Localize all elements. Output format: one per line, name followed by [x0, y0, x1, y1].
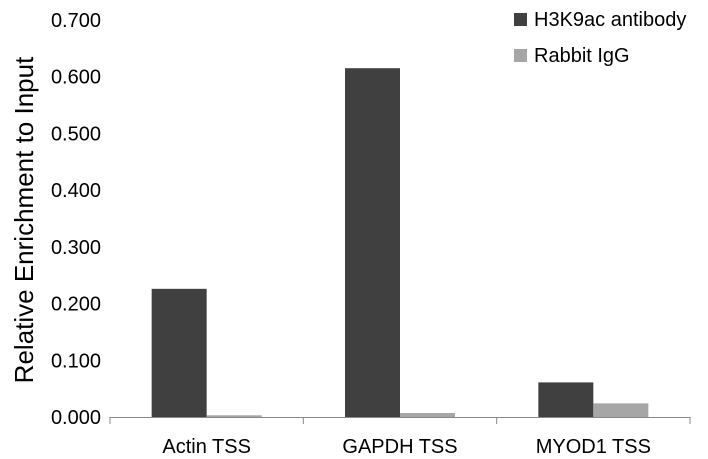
category-label: Actin TSS [162, 436, 251, 458]
x-axis-ticks [109, 417, 691, 424]
y-tick-label: 0.500 [51, 123, 101, 145]
bar-h3k9ac-1 [345, 68, 400, 417]
legend-swatch [514, 49, 527, 62]
legend-swatch [514, 13, 527, 26]
category-label: GAPDH TSS [342, 436, 457, 458]
bar-rabbit-igg-2 [593, 403, 649, 417]
bars-group [151, 68, 649, 417]
bar-h3k9ac-0 [151, 288, 207, 417]
y-tick-label: 0.000 [51, 407, 101, 429]
legend-label: H3K9ac antibody [534, 9, 686, 31]
y-tick-label: 0.300 [51, 237, 101, 259]
category-label: MYOD1 TSS [536, 436, 651, 458]
y-tick-label: 0.600 [51, 67, 101, 89]
y-axis-title: Relative Enrichment to Input [9, 56, 39, 383]
y-tick-label: 0.700 [51, 10, 101, 32]
legend-label: Rabbit IgG [534, 45, 630, 67]
category-labels: Actin TSS GAPDH TSS MYOD1 TSS [162, 436, 651, 458]
y-axis-ticks: 0.000 0.100 0.200 0.300 0.400 0.500 0.600 0.700 [51, 10, 101, 429]
legend: H3K9ac antibody Rabbit IgG [514, 9, 686, 67]
bar-h3k9ac-2 [538, 382, 594, 417]
bar-rabbit-igg-1 [400, 413, 455, 417]
y-tick-label: 0.100 [51, 350, 101, 372]
y-tick-label: 0.200 [51, 294, 101, 316]
y-tick-label: 0.400 [51, 180, 101, 202]
bar-rabbit-igg-0 [206, 415, 262, 417]
